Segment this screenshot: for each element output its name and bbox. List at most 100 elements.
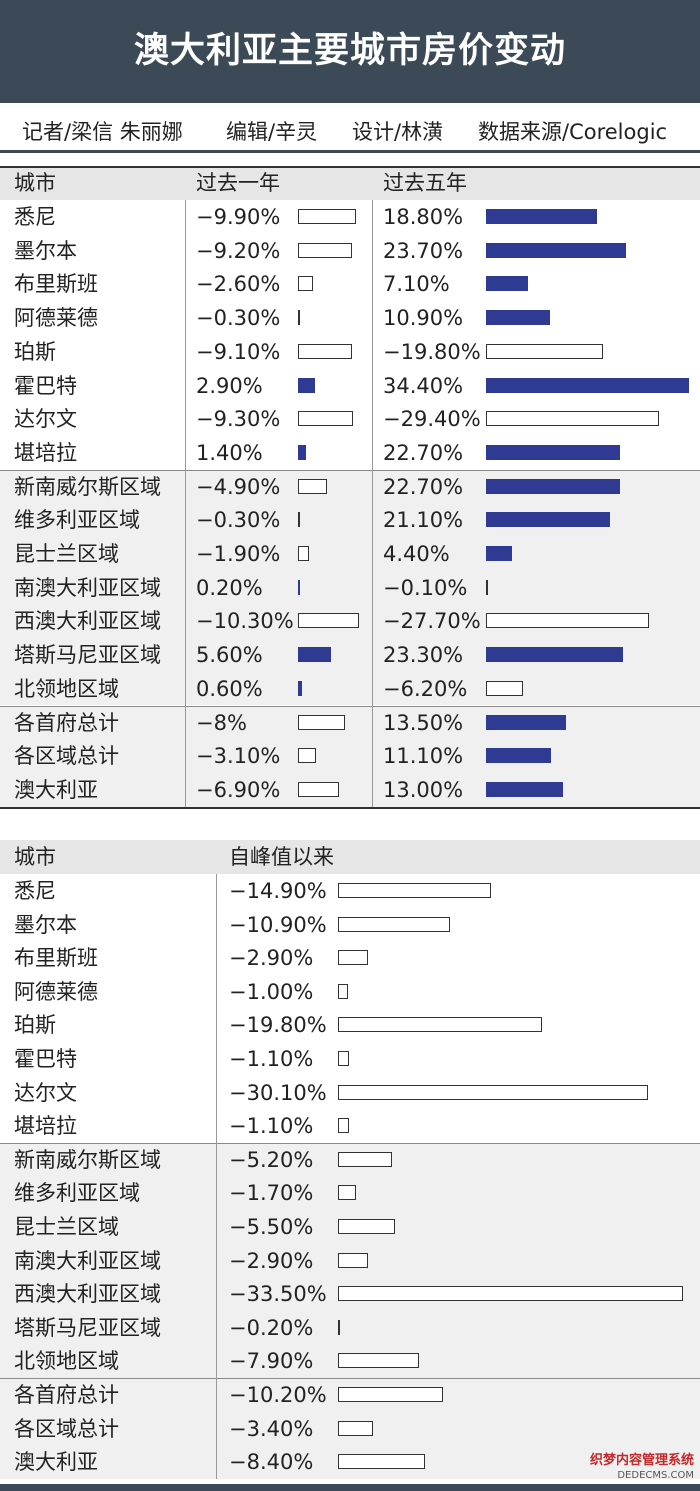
table1-value-label: 10.90% [383, 306, 464, 331]
credit-reporter: 记者/梁信 朱丽娜 [22, 120, 183, 144]
table1-value-label: −9.20% [196, 238, 281, 263]
table1-value-label: −1.90% [196, 542, 281, 566]
table2-value-bar [338, 1084, 649, 1100]
table2-value-label: −0.20% [229, 1315, 314, 1340]
table2-city-label: 珀斯 [14, 1013, 56, 1038]
table1-value-label: 11.10% [383, 744, 464, 769]
table1-value-label: 23.30% [383, 643, 464, 668]
table2-value-label: −1.10% [229, 1114, 314, 1139]
footer-divider [0, 1484, 700, 1491]
table1-value-label: 34.40% [383, 373, 464, 398]
table1-value-label: 0.20% [196, 575, 263, 600]
table1-value-bar [298, 714, 346, 730]
table2-value-label: −3.40% [229, 1416, 314, 1441]
table1-city-label: 塔斯马尼亚区域 [14, 643, 161, 668]
table1-value-bar [486, 343, 603, 359]
table1-value-label: −9.30% [196, 407, 281, 432]
table1-value-bar [298, 343, 352, 359]
table2-value-bar [338, 1118, 350, 1134]
table2-city-label: 新南威尔斯区域 [14, 1147, 161, 1172]
table2-value-bar [338, 1185, 356, 1201]
table1-value-label: 22.70% [383, 474, 464, 499]
table2-col-header: 自峰值以来 [229, 845, 334, 869]
table1-city-label: 各首府总计 [14, 710, 119, 735]
table1-city-label: 新南威尔斯区域 [14, 474, 161, 499]
table1-value-bar [298, 478, 327, 494]
table1-value-bar [486, 579, 488, 595]
credits-divider [0, 150, 700, 153]
table1-col-header: 过去一年 [196, 171, 280, 195]
table1-value-bar [298, 579, 300, 595]
table1-value-label: −6.20% [383, 676, 468, 701]
table2-city-label: 西澳大利亚区域 [14, 1282, 161, 1307]
table1-value-bar [486, 444, 620, 460]
table1-value-label: −10.30% [196, 609, 294, 634]
table1-value-bar [298, 444, 307, 460]
table1-value-label: 0.60% [196, 676, 263, 701]
table2-value-bar [338, 1051, 350, 1066]
table1-value-label: 21.10% [383, 508, 464, 533]
table1-value-bar [298, 209, 357, 224]
table2-city-label: 各首府总计 [14, 1383, 119, 1407]
table1-value-label: 13.50% [383, 710, 464, 735]
credit-designer: 设计/林潢 [352, 120, 444, 144]
table2-value-label: −7.90% [229, 1349, 314, 1374]
table1-value-label: −6.90% [196, 777, 281, 802]
table1-city-label: 达尔文 [14, 407, 77, 432]
table1-value-label: 4.40% [383, 542, 450, 566]
table2-value-bar [338, 1420, 374, 1436]
table1-value-label: −9.10% [196, 339, 281, 364]
table2-city-label: 南澳大利亚区域 [14, 1248, 161, 1273]
table1-city-label: 阿德莱德 [14, 306, 98, 331]
credits-line: 记者/梁信 朱丽娜 编辑/辛灵 设计/林潢 数据来源/Corelogic [0, 114, 700, 150]
table2-value-bar [338, 1252, 368, 1268]
table1-value-bar [486, 209, 597, 224]
table1-value-bar [298, 276, 314, 292]
table1-value-bar [486, 411, 660, 427]
table1-value-bar [486, 680, 523, 696]
table1-value-bar [486, 512, 611, 528]
table2-value-label: −1.10% [229, 1047, 314, 1071]
table1-value-bar [298, 546, 310, 561]
table1-value-bar [486, 714, 566, 730]
table2-city-label: 悉尼 [14, 879, 56, 903]
table1-value-label: 22.70% [383, 440, 464, 465]
table1-value-label: 23.70% [383, 238, 464, 263]
table1-value-label: −29.40% [383, 407, 481, 432]
table2-col-divider-1 [216, 874, 217, 1479]
table1-value-label: −0.30% [196, 306, 281, 331]
table2-value-bar [338, 883, 492, 898]
table2-group-divider-1 [0, 1142, 700, 1144]
table2-value-bar [338, 983, 349, 999]
table2-city-label: 墨尔本 [14, 912, 77, 937]
table2-city-label: 澳大利亚 [14, 1450, 98, 1475]
logo-name: 织梦内容管理系统 [589, 1453, 694, 1468]
table2-value-bar [338, 1017, 542, 1033]
table2-city-label: 北领地区域 [14, 1349, 119, 1374]
table2-value-bar [338, 950, 368, 966]
table1-value-label: 2.90% [196, 373, 263, 398]
table2-col-header: 城市 [14, 845, 56, 869]
table1-city-label: 布里斯班 [14, 272, 98, 297]
table1-city-label: 西澳大利亚区域 [14, 609, 161, 634]
table2-city-label: 塔斯马尼亚区域 [14, 1315, 161, 1340]
page-title: 澳大利亚主要城市房价变动 [133, 31, 566, 71]
table2-value-label: −2.90% [229, 1248, 314, 1273]
table1-city-label: 澳大利亚 [14, 777, 98, 802]
table1-value-bar [486, 748, 552, 764]
table1-value-label: −0.30% [196, 508, 281, 533]
table2-city-label: 霍巴特 [14, 1047, 77, 1071]
table2-value-bar [338, 1319, 341, 1335]
table1-city-label: 堪培拉 [14, 440, 77, 465]
table2-value-label: −1.00% [229, 979, 314, 1004]
table2-value-label: −5.20% [229, 1147, 314, 1172]
table1-value-label: 18.80% [383, 205, 464, 229]
table2-city-label: 布里斯班 [14, 946, 98, 971]
table1-value-label: 13.00% [383, 777, 464, 802]
table1-value-label: −27.70% [383, 609, 481, 634]
table2-city-label: 达尔文 [14, 1080, 77, 1105]
table1-value-bar [486, 546, 512, 561]
table2-value-label: −10.90% [229, 912, 327, 937]
table2-city-label: 堪培拉 [14, 1114, 77, 1139]
table1-value-bar [486, 478, 620, 494]
